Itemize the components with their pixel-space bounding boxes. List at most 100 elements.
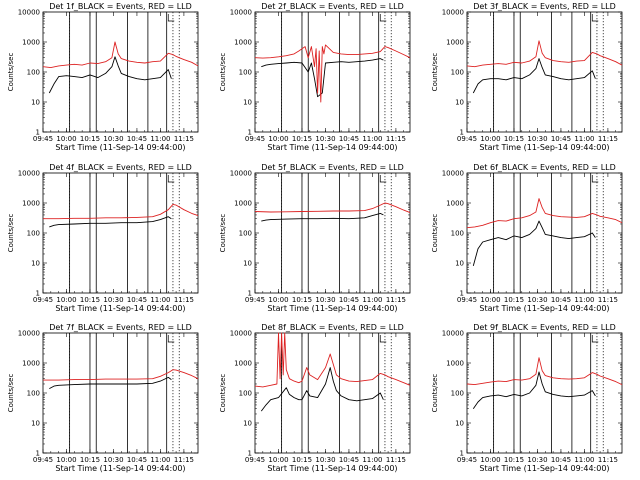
x-tick-label: 10:30 <box>315 296 335 304</box>
y-tick-label: 10 <box>455 99 464 107</box>
y-tick-label: 1000 <box>446 200 464 208</box>
x-tick-label: 09:45 <box>33 456 53 464</box>
x-tick-label: 10:45 <box>551 135 571 143</box>
x-tick-label: 10:30 <box>103 135 123 143</box>
panel-1: Det 1f_BLACK = Events, RED = LLD 1 10 100 10… <box>7 2 199 152</box>
y-tick-label: 10000 <box>18 330 40 338</box>
x-tick-label: 11:00 <box>574 296 594 304</box>
x-tick-label: 11:00 <box>362 296 382 304</box>
x-tick-label: 10:15 <box>292 456 312 464</box>
x-tick-label: 11:15 <box>174 456 194 464</box>
events-series-line <box>260 367 384 412</box>
lld-series-line <box>254 332 411 388</box>
annotation-mark <box>591 335 599 343</box>
panel-layer: Det 1f_BLACK = Events, RED = LLD11010010… <box>7 2 623 473</box>
annotation-mark <box>167 335 175 343</box>
y-tick-label: 100 <box>451 69 464 77</box>
y-tick-label: 10000 <box>442 9 464 17</box>
y-tick-label: 10 <box>243 420 252 428</box>
x-tick-label: 10:00 <box>480 456 500 464</box>
x-axis-label: Start Time (11-Sep-14 09:44:00) <box>479 304 609 313</box>
x-tick-label: 10:30 <box>527 456 547 464</box>
y-tick-label: 10 <box>31 260 40 268</box>
x-tick-label: 10:30 <box>315 456 335 464</box>
x-tick-label: 10:30 <box>103 296 123 304</box>
x-axis-label: Start Time (11-Sep-14 09:44:00) <box>55 143 185 152</box>
y-tick-label: 10000 <box>230 170 252 178</box>
x-tick-label: 11:15 <box>598 456 618 464</box>
x-tick-label: 10:45 <box>127 135 147 143</box>
x-tick-label: 10:00 <box>56 456 76 464</box>
y-tick-label: 10 <box>243 260 252 268</box>
x-tick-label: 11:15 <box>174 296 194 304</box>
x-tick-label: 10:45 <box>127 456 147 464</box>
panel-title: Det 8f_BLACK = Events, RED = LLD <box>261 323 404 332</box>
x-tick-label: 11:15 <box>386 456 406 464</box>
panel-title: Det 1f_BLACK = Events, RED = LLD <box>49 2 192 11</box>
x-axis-label: Start Time (11-Sep-14 09:44:00) <box>267 143 397 152</box>
y-axis-label: Counts/sec <box>219 374 227 413</box>
panel-title: Det 5f_BLACK = Events, RED = LLD <box>261 163 404 172</box>
y-tick-label: 1000 <box>234 39 252 47</box>
lld-series-line <box>466 40 623 68</box>
y-tick-label: 100 <box>239 390 252 398</box>
x-axis-label: Start Time (11-Sep-14 09:44:00) <box>55 464 185 473</box>
panel-title: Det 4f_BLACK = Events, RED = LLD <box>49 163 192 172</box>
x-tick-label: 10:15 <box>504 296 524 304</box>
x-tick-label: 10:15 <box>292 296 312 304</box>
y-tick-label: 1000 <box>234 200 252 208</box>
y-tick-label: 1 <box>248 290 252 298</box>
y-tick-label: 100 <box>239 69 252 77</box>
panel-2: Det 2f_BLACK = Events, RED = LLD 1 10 100 10… <box>219 2 411 152</box>
panel-title: Det 3f_BLACK = Events, RED = LLD <box>473 2 616 11</box>
y-tick-label: 100 <box>451 390 464 398</box>
x-tick-label: 10:15 <box>504 456 524 464</box>
annotation-mark <box>379 175 387 183</box>
x-tick-label: 10:00 <box>268 296 288 304</box>
lld-series-line <box>43 203 199 220</box>
x-tick-label: 10:30 <box>315 135 335 143</box>
plot-frame <box>466 332 623 454</box>
lld-series-line <box>254 44 411 103</box>
x-tick-label: 10:00 <box>480 296 500 304</box>
y-tick-label: 1 <box>248 129 252 137</box>
y-axis-label: Counts/sec <box>219 214 227 253</box>
y-tick-label: 1 <box>460 450 464 458</box>
x-tick-label: 10:00 <box>480 135 500 143</box>
y-tick-label: 100 <box>27 390 40 398</box>
plot-frame <box>42 172 199 294</box>
lld-series-line <box>466 357 623 386</box>
plot-frame <box>254 11 411 133</box>
panel-5: Det 5f_BLACK = Events, RED = LLD 1 10 100 10… <box>219 163 411 313</box>
y-tick-label: 10 <box>31 420 40 428</box>
panel-8: Det 8f_BLACK = Events, RED = LLD 1 10 100 10… <box>219 323 411 473</box>
y-tick-label: 1000 <box>22 360 40 368</box>
x-axis-label: Start Time (11-Sep-14 09:44:00) <box>55 304 185 313</box>
y-axis-label: Counts/sec <box>431 374 439 413</box>
x-tick-label: 10:30 <box>527 296 547 304</box>
x-tick-label: 10:45 <box>339 456 359 464</box>
x-tick-label: 10:45 <box>127 296 147 304</box>
y-tick-label: 10 <box>455 260 464 268</box>
events-series-line <box>48 56 172 94</box>
x-tick-label: 11:00 <box>150 296 170 304</box>
x-tick-label: 11:00 <box>574 456 594 464</box>
y-tick-label: 100 <box>27 230 40 238</box>
x-tick-label: 11:00 <box>150 135 170 143</box>
y-tick-label: 1 <box>460 290 464 298</box>
x-axis-label: Start Time (11-Sep-14 09:44:00) <box>267 464 397 473</box>
annotation-mark <box>167 14 175 22</box>
x-tick-label: 10:15 <box>80 456 100 464</box>
y-tick-label: 10 <box>455 420 464 428</box>
x-tick-label: 10:00 <box>268 456 288 464</box>
x-tick-label: 11:15 <box>598 135 618 143</box>
x-tick-label: 10:45 <box>339 135 359 143</box>
x-tick-label: 10:45 <box>551 456 571 464</box>
x-tick-label: 09:45 <box>33 135 53 143</box>
panel-title: Det 6f_BLACK = Events, RED = LLD <box>473 163 616 172</box>
y-tick-label: 10 <box>243 99 252 107</box>
y-tick-label: 10000 <box>230 9 252 17</box>
annotation-mark <box>591 14 599 22</box>
panel-4: Det 4f_BLACK = Events, RED = LLD 1 10 100 10… <box>7 163 199 313</box>
